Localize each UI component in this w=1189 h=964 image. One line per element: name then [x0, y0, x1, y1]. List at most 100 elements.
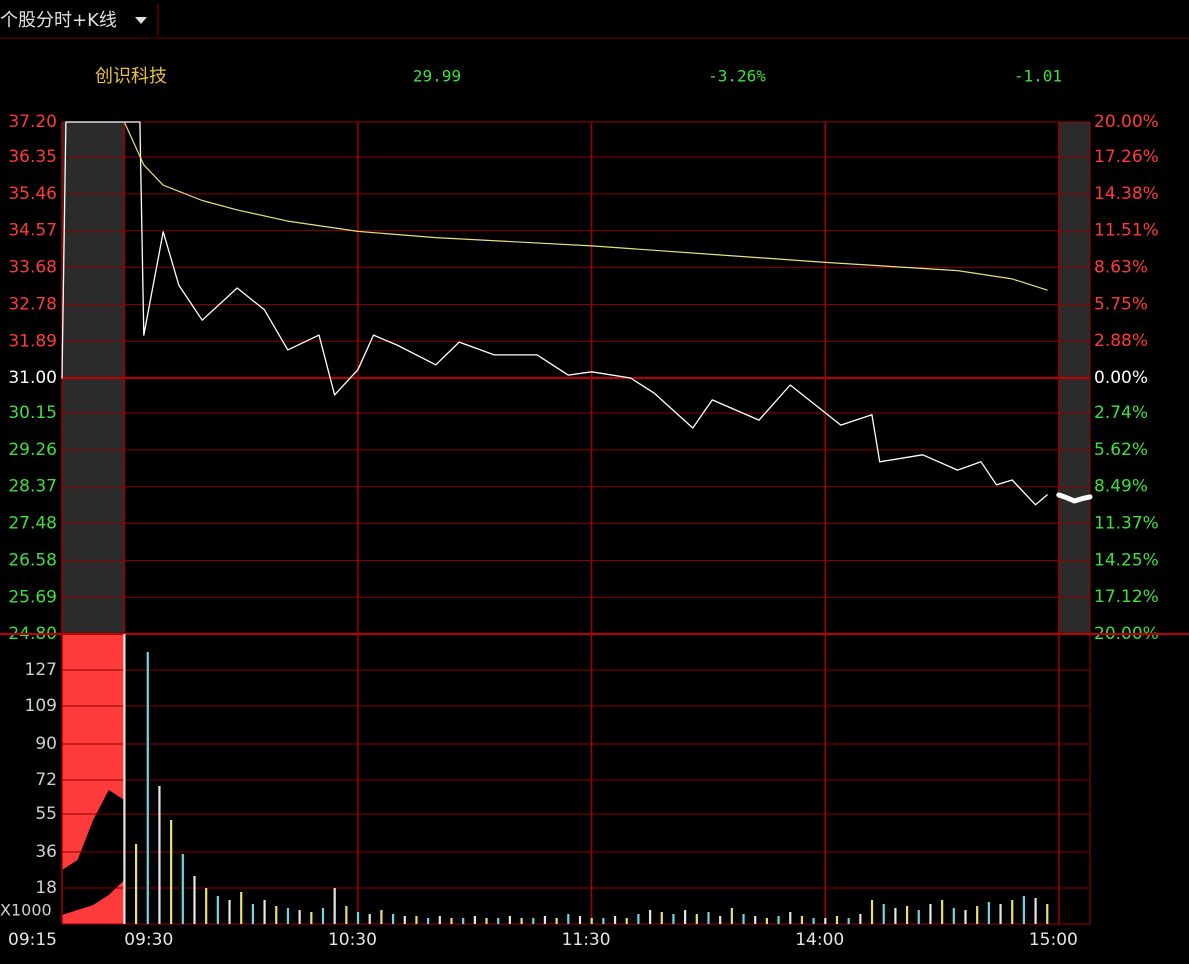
- volume-bar: [240, 892, 243, 924]
- y2-tick-label: 17.26%: [1094, 147, 1159, 167]
- x-tick-label: 09:15: [8, 930, 57, 950]
- volume-bar: [590, 918, 593, 924]
- volume-bar: [275, 906, 278, 924]
- volume-bar: [648, 910, 652, 924]
- volume-bar: [485, 918, 488, 924]
- volume-bar: [894, 908, 897, 924]
- volume-bar: [508, 916, 512, 924]
- volume-bar: [251, 904, 255, 924]
- y2-tick-label: 5.62%: [1094, 440, 1148, 460]
- volume-bar: [286, 908, 290, 924]
- volume-bar: [602, 918, 605, 924]
- volume-bar: [263, 900, 266, 924]
- y2-tick-label: 2.88%: [1094, 331, 1148, 351]
- volume-bar: [368, 914, 371, 924]
- volume-bar: [134, 844, 138, 924]
- volume-bar: [976, 906, 979, 924]
- volume-bar: [719, 916, 722, 924]
- y-tick-label: 37.20: [8, 112, 57, 132]
- volume-bar: [310, 912, 313, 924]
- y-tick-label: 33.68: [8, 257, 57, 277]
- volume-bar: [1022, 896, 1026, 924]
- y2-tick-label: 14.38%: [1094, 184, 1159, 204]
- dropdown-arrow[interactable]: [135, 17, 147, 24]
- plot-frame: [61, 121, 1091, 925]
- volume-bar: [345, 906, 348, 924]
- volume-bar: [578, 916, 582, 924]
- volume-unit: X1000: [0, 901, 52, 920]
- volume-bar: [216, 896, 219, 924]
- price-line: [123, 121, 1048, 291]
- volume-tick-label: 36: [35, 842, 57, 862]
- auction-volume-area: [62, 790, 125, 924]
- y2-tick-label: 11.51%: [1094, 221, 1159, 241]
- volume-bar: [812, 918, 815, 924]
- volume-bar: [870, 900, 874, 924]
- volume-bar: [824, 918, 827, 924]
- y2-tick-label: 2.74%: [1094, 403, 1148, 423]
- volume-tick-label: 90: [35, 734, 57, 754]
- volume-bar: [637, 914, 640, 924]
- volume-bar: [929, 904, 932, 924]
- volume-bar: [333, 888, 336, 924]
- y-tick-label: 31.00: [8, 368, 57, 388]
- volume-bar: [438, 916, 441, 924]
- volume-bar: [1034, 898, 1037, 924]
- volume-bar: [146, 652, 149, 924]
- price-line: [1056, 492, 1093, 504]
- y2-tick-label: 0.00%: [1094, 368, 1148, 388]
- volume-bar: [742, 914, 745, 924]
- volume-bar: [380, 910, 383, 924]
- volume-tick-label: 109: [25, 696, 57, 716]
- volume-bar: [555, 918, 558, 924]
- change: -1.01: [1014, 67, 1062, 86]
- volume-bar: [1046, 904, 1049, 924]
- volume-bar: [543, 916, 547, 924]
- y2-tick-label: 8.49%: [1094, 477, 1148, 497]
- y-tick-label: 35.46: [8, 184, 57, 204]
- y2-tick-label: 20.00%: [1094, 112, 1159, 132]
- volume-bar: [684, 910, 687, 924]
- volume-bar: [835, 916, 839, 924]
- tab-label[interactable]: 个股分时+K线: [0, 10, 117, 31]
- volume-bar: [403, 916, 406, 924]
- volume-bar: [941, 900, 944, 924]
- volume-bar: [882, 904, 885, 924]
- x-tick-label: 10:30: [328, 930, 377, 950]
- volume-bar: [1011, 900, 1014, 924]
- volume-bar: [123, 634, 126, 924]
- volume-bar: [999, 904, 1002, 924]
- volume-bar: [847, 918, 850, 924]
- auction-volume-area: [62, 880, 125, 924]
- volume-bar: [415, 916, 418, 924]
- y2-tick-label: 14.25%: [1094, 550, 1159, 570]
- x-tick-label: 15:00: [1029, 930, 1078, 950]
- volume-bar: [356, 912, 360, 924]
- volume-bar: [158, 786, 161, 924]
- volume-bar: [473, 916, 476, 924]
- volume-bar: [520, 918, 523, 924]
- change-percent: -3.26%: [708, 67, 766, 86]
- volume-bar: [800, 916, 804, 924]
- y-tick-label: 36.35: [8, 147, 57, 167]
- volume-bar: [298, 910, 301, 924]
- y2-tick-label: 8.63%: [1094, 258, 1148, 278]
- y2-tick-label: 17.12%: [1094, 587, 1159, 607]
- volume-bar: [462, 918, 465, 924]
- volume-bar: [754, 916, 757, 924]
- stock-name: 创识科技: [95, 66, 167, 87]
- volume-tick-label: 127: [25, 660, 57, 680]
- y-tick-label: 34.57: [8, 221, 57, 241]
- volume-bar: [964, 910, 967, 924]
- x-tick-label: 11:30: [562, 930, 611, 950]
- volume-bar: [391, 914, 395, 924]
- y-tick-label: 25.69: [8, 587, 57, 607]
- volume-bar: [205, 888, 208, 924]
- volume-bar: [905, 906, 909, 924]
- volume-bar: [613, 916, 617, 924]
- volume-bar: [765, 918, 769, 924]
- y2-tick-label: 5.75%: [1094, 294, 1148, 314]
- volume-bar: [777, 916, 780, 924]
- x-tick-label: 14:00: [795, 930, 844, 950]
